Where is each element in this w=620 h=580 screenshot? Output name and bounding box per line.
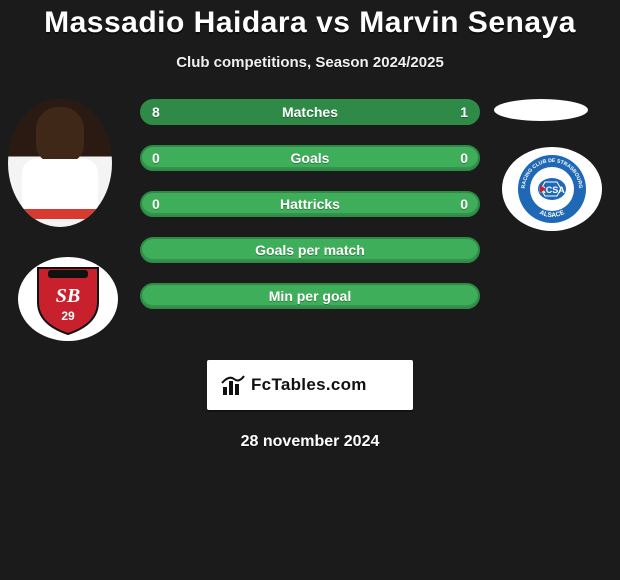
stat-value-left: 8 xyxy=(152,101,160,123)
brand-badge: FcTables.com xyxy=(207,360,413,410)
title-player1: Massadio Haidara xyxy=(44,6,307,39)
stat-label: Hattricks xyxy=(142,193,478,215)
stat-row-hattricks: Hattricks0 0 xyxy=(140,191,480,217)
svg-text:29: 29 xyxy=(61,309,75,323)
stat-row-matches: Matches8 1 xyxy=(140,99,480,125)
stat-label: Matches xyxy=(142,101,478,123)
player1-avatar xyxy=(8,99,112,227)
stat-value-left: 0 xyxy=(152,147,160,169)
title-player2: Marvin Senaya xyxy=(359,6,576,39)
stat-value-right: 0 xyxy=(460,193,468,215)
brand-text: FcTables.com xyxy=(251,360,403,410)
footer: FcTables.com 28 november 2024 xyxy=(0,360,620,451)
shield-icon: SB 29 xyxy=(34,262,102,336)
stat-row-min-per-goal: Min per goal xyxy=(140,283,480,309)
player1-face-icon xyxy=(8,99,112,227)
stat-value-left: 0 xyxy=(152,193,160,215)
player2-club-badge: RACING CLUB DE STRASBOURG ALSACE RCSA xyxy=(502,147,602,231)
stat-bars: Matches81Goals00Hattricks00Goals per mat… xyxy=(140,99,480,329)
stat-label: Goals per match xyxy=(142,239,478,261)
comparison-arena: SB 29 RACING CLUB DE STRASBOURG ALSACE xyxy=(0,99,620,359)
page-title: Massadio Haidara vs Marvin Senaya xyxy=(0,0,620,40)
stat-value-right: 1 xyxy=(460,101,468,123)
subtitle: Club competitions, Season 2024/2025 xyxy=(0,54,620,71)
ring-badge-icon: RACING CLUB DE STRASBOURG ALSACE RCSA xyxy=(515,152,589,226)
stat-row-goals-per-match: Goals per match xyxy=(140,237,480,263)
title-vs: vs xyxy=(316,6,350,39)
stat-row-goals: Goals0 0 xyxy=(140,145,480,171)
stat-label: Goals xyxy=(142,147,478,169)
bar-chart-icon xyxy=(221,373,245,397)
player2-avatar xyxy=(494,99,588,121)
svg-text:SB: SB xyxy=(56,285,80,307)
stat-value-right: 0 xyxy=(460,147,468,169)
date-text: 28 november 2024 xyxy=(0,433,620,451)
player1-club-badge: SB 29 xyxy=(18,257,118,341)
stat-label: Min per goal xyxy=(142,285,478,307)
